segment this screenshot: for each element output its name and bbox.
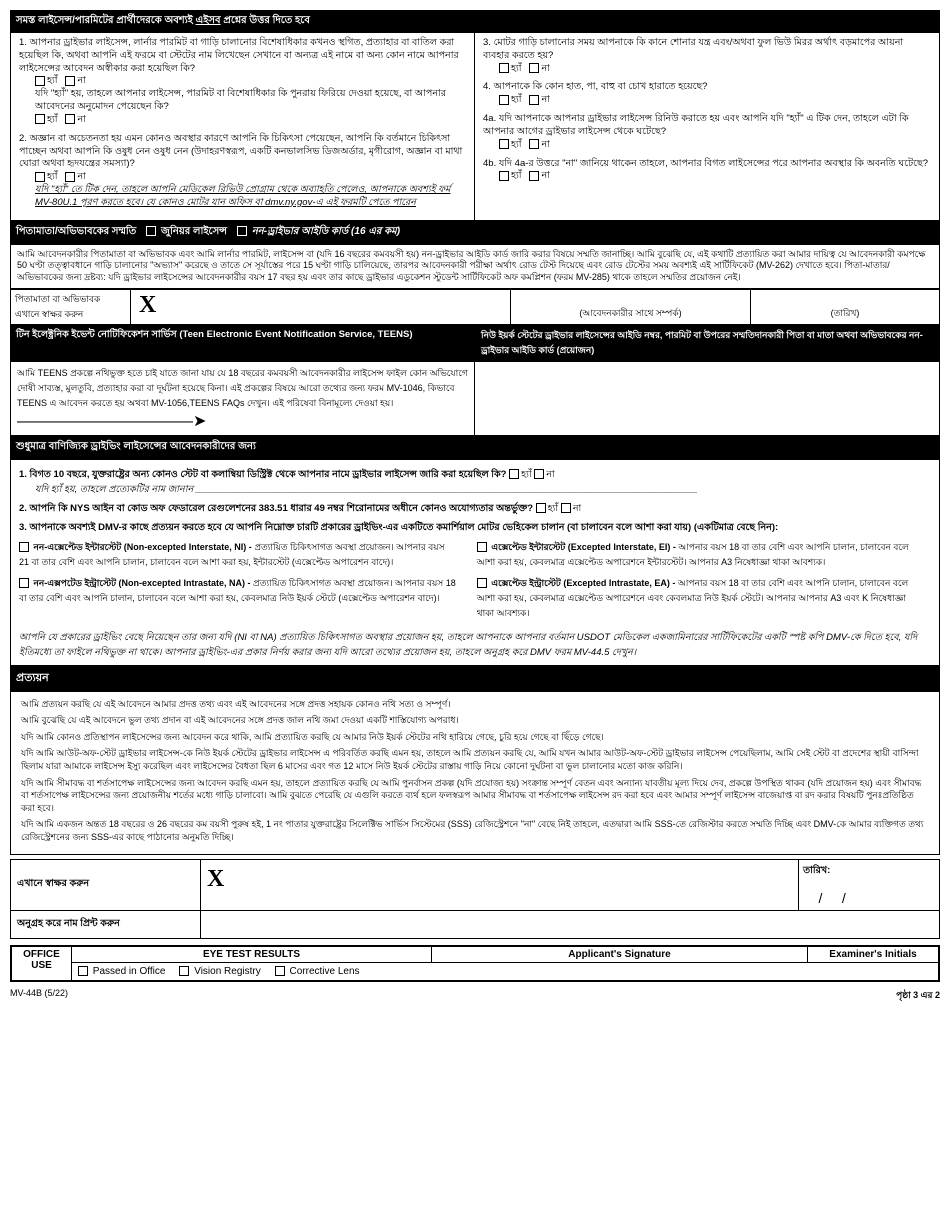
type-ni-checkbox[interactable] xyxy=(19,542,29,552)
q1b-no-checkbox[interactable] xyxy=(65,114,75,124)
q3-text: মোটর গাড়ি চালানোর সময় আপনাকে কি কানে শ… xyxy=(483,37,903,61)
final-signature-row: এখানে স্বাক্ষর করুন X তারিখ: / / xyxy=(10,859,940,911)
corrective-lens-checkbox[interactable] xyxy=(275,966,285,976)
q4b-yes-checkbox[interactable] xyxy=(499,171,509,181)
teens-header-row: টিন ইলেক্ট্রনিক ইভেন্ট নোটিফিকেশন সার্ভি… xyxy=(10,325,940,361)
junior-license-checkbox[interactable] xyxy=(146,226,156,236)
q4a-yes-checkbox[interactable] xyxy=(499,139,509,149)
q4-no-checkbox[interactable] xyxy=(529,95,539,105)
questions-body: 1. আপনার ড্রাইভার লাইসেন্স, লার্নার পারম… xyxy=(10,33,940,221)
q2-num: 2. xyxy=(19,133,27,144)
q1-no-checkbox[interactable] xyxy=(65,76,75,86)
q4a-no-checkbox[interactable] xyxy=(529,139,539,149)
q1-text: আপনার ড্রাইভার লাইসেন্স, লার্নার পারমিট … xyxy=(19,37,459,74)
consent-header: পিতামাতা/অভিভাবকের সম্মতি জুনিয়র লাইসেন… xyxy=(10,221,940,244)
type-ei-checkbox[interactable] xyxy=(477,542,487,552)
cq1-no[interactable] xyxy=(534,469,544,479)
parent-signature-field[interactable]: X xyxy=(131,290,511,324)
q2-text: অজ্ঞান বা অচেতনতা হয় এমন কোনও অবস্থার ক… xyxy=(19,133,462,170)
parent-signature-row: পিতামাতা বা অভিভাবক এখানে স্বাক্ষর করুন … xyxy=(10,289,940,325)
arrow-icon: ———————————➤ xyxy=(17,413,206,430)
q1b-yes-checkbox[interactable] xyxy=(35,114,45,124)
commercial-header: শুধুমাত্র বাণিজ্যিক ড্রাইভিং লাইসেন্সের … xyxy=(10,436,940,459)
cq2-yes[interactable] xyxy=(536,503,546,513)
nondriver-id-checkbox[interactable] xyxy=(237,226,247,236)
cq1-yes[interactable] xyxy=(509,469,519,479)
commercial-body: 1. বিগত 10 বছরে, যুক্তরাষ্ট্রের অন্য কোন… xyxy=(10,459,940,666)
applicant-signature-field[interactable]: X xyxy=(201,860,799,910)
cert-body: আমি প্রত্যয়ন করছি যে এই আবেদনে আমার প্র… xyxy=(10,691,940,855)
questions-header: সমস্ত লাইসেন্স/পারমিটের প্রার্থীদেরকে অব… xyxy=(10,10,940,33)
q1-followup: যদি "হ্যাঁ" হয়, তাহলে আপনার লাইসেন্স, প… xyxy=(35,88,466,114)
q3-no-checkbox[interactable] xyxy=(529,63,539,73)
q4b-text: 4b. যদি 4a-র উত্তরে "না" জানিয়ে থাকেন ত… xyxy=(483,158,928,169)
date-field[interactable]: তারিখ: / / xyxy=(799,860,939,910)
cert-header: প্রত্যয়ন xyxy=(10,666,940,691)
q3-yes-checkbox[interactable] xyxy=(499,63,509,73)
q1-yes-checkbox[interactable] xyxy=(35,76,45,86)
type-ea-checkbox[interactable] xyxy=(477,578,487,588)
commercial-note: আপনি যে প্রকারের ড্রাইভিং বেছে নিয়েছেন … xyxy=(19,631,931,661)
print-name-field[interactable] xyxy=(201,911,939,938)
teens-id-field[interactable] xyxy=(475,362,939,435)
q3-num: 3. xyxy=(483,37,491,48)
type-na-checkbox[interactable] xyxy=(19,578,29,588)
q1-num: 1. xyxy=(19,37,27,48)
page-footer: MV-44B (5/22) পৃষ্ঠা 3 এর 2 xyxy=(10,988,940,1003)
vision-registry-checkbox[interactable] xyxy=(179,966,189,976)
consent-body: আমি আবেদনকারীর পিতামাতা বা অভিভাবক এবং আ… xyxy=(10,244,940,289)
teens-body: আমি TEENS প্রকল্পে নথিভুক্ত হতে চাই যাতে… xyxy=(10,361,940,436)
q4-yes-checkbox[interactable] xyxy=(499,95,509,105)
q4-text: আপনাকে কি কোন হাত, পা, বাহু বা চোখ হারাত… xyxy=(494,81,708,92)
q2-note: যদি "হ্যাঁ" তে টিক দেন, তাহলে আপনি মেডিক… xyxy=(35,184,466,210)
q4a-text: 4a. যদি আপনাকে আপনার ড্রাইভার লাইসেন্স র… xyxy=(483,113,909,137)
q4-num: 4. xyxy=(483,81,491,92)
passed-office-checkbox[interactable] xyxy=(78,966,88,976)
cq2-no[interactable] xyxy=(561,503,571,513)
q2-no-checkbox[interactable] xyxy=(65,172,75,182)
q4b-no-checkbox[interactable] xyxy=(529,171,539,181)
office-use-section: OFFICE USE EYE TEST RESULTS Applicant's … xyxy=(10,945,940,982)
q2-yes-checkbox[interactable] xyxy=(35,172,45,182)
